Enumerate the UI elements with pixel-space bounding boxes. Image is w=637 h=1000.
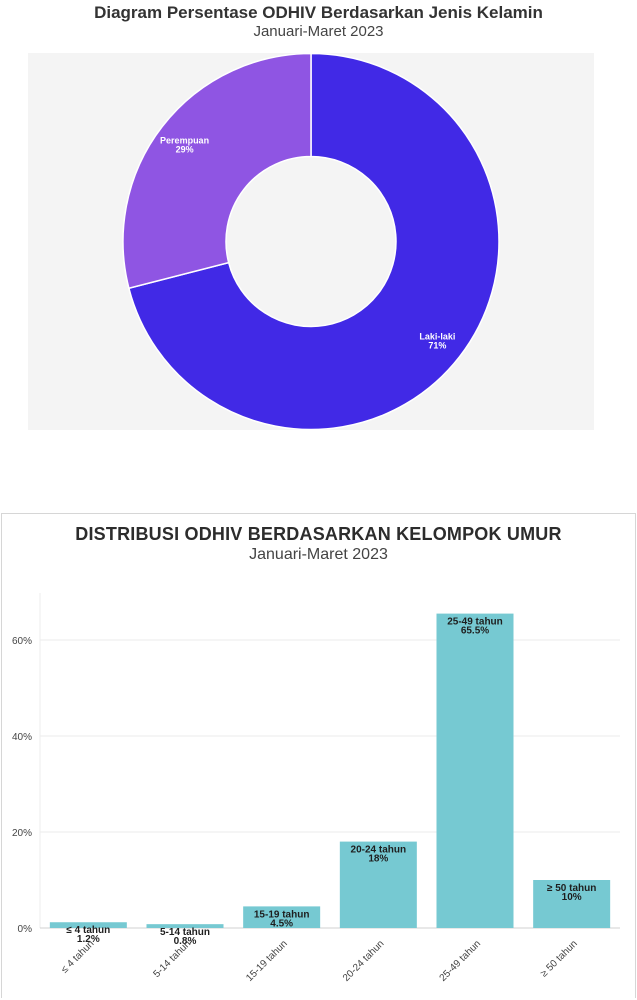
x-tick-label-25-49-tahun: 25-49 tahun xyxy=(438,938,484,984)
donut-slice-perempuan[interactable] xyxy=(122,53,312,290)
age-chart-subtitle: Januari-Maret 2023 xyxy=(249,546,388,563)
donut-value-perempuan: 29% xyxy=(176,144,194,154)
bar-15-19-tahun[interactable] xyxy=(243,906,321,928)
bar-value-25-49-tahun: 65.5% xyxy=(461,626,489,637)
bar-5-14-tahun[interactable] xyxy=(146,924,224,928)
x-tick-label-20-24-tahun: 20-24 tahun xyxy=(341,938,387,984)
x-tick-label-5-14-tahun: 5-14 tahun xyxy=(152,938,194,980)
y-tick-label-40: 40% xyxy=(12,732,32,743)
age-chart-title: DISTRIBUSI ODHIV BERDASARKAN KELOMPOK UM… xyxy=(75,524,562,544)
bar-value-5-14-tahun: 0.8% xyxy=(174,936,197,947)
bar-le-4-tahun[interactable] xyxy=(49,922,127,928)
bar-label-le-4-tahun: ≤ 4 tahun xyxy=(66,925,110,936)
donut-label-laki-laki: Laki-laki xyxy=(419,332,455,342)
bar-label-5-14-tahun: 5-14 tahun xyxy=(160,927,210,938)
bar-value-ge-50-tahun: 10% xyxy=(562,892,582,903)
bar-label-ge-50-tahun: ≥ 50 tahun xyxy=(547,883,596,894)
gender-chart-subtitle: Januari-Maret 2023 xyxy=(253,23,384,40)
bar-value-20-24-tahun: 18% xyxy=(368,854,388,865)
bar-value-le-4-tahun: 1.2% xyxy=(77,934,100,945)
y-tick-label-60: 60% xyxy=(12,636,32,647)
bar-value-15-19-tahun: 4.5% xyxy=(270,918,293,929)
x-tick-label-ge-50-tahun: ≥ 50 tahun xyxy=(539,938,580,979)
donut-slice-laki-laki[interactable] xyxy=(127,53,500,430)
bar-ge-50-tahun[interactable] xyxy=(533,880,611,928)
bar-label-25-49-tahun: 25-49 tahun xyxy=(447,617,503,628)
bar-25-49-tahun[interactable] xyxy=(436,613,514,928)
bar-label-20-24-tahun: 20-24 tahun xyxy=(351,845,407,856)
donut-value-laki-laki: 71% xyxy=(428,341,446,351)
age-chart-frame xyxy=(1,513,636,998)
bar-label-15-19-tahun: 15-19 tahun xyxy=(254,909,310,920)
bar-20-24-tahun[interactable] xyxy=(339,841,417,928)
x-tick-label-15-19-tahun: 15-19 tahun xyxy=(244,938,290,984)
gender-chart-title: Diagram Persentase ODHIV Berdasarkan Jen… xyxy=(94,3,543,22)
y-tick-label-0: 0% xyxy=(18,924,33,935)
y-tick-label-20: 20% xyxy=(12,828,32,839)
donut-label-perempuan: Perempuan xyxy=(160,135,209,145)
